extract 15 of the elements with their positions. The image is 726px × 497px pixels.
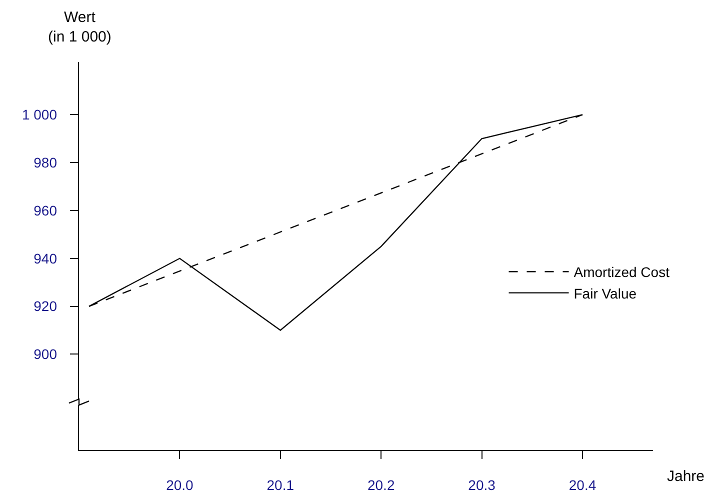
y-tick-label: 920 <box>34 298 58 314</box>
y-tick-label: 1 000 <box>22 106 58 123</box>
x-tick-label: 20.3 <box>468 477 496 493</box>
legend-label: Fair Value <box>574 285 637 302</box>
y-tick-label: 960 <box>34 202 58 218</box>
y-tick-label: 900 <box>34 346 58 362</box>
y-tick-label: 980 <box>34 154 58 170</box>
y-tick-label: 940 <box>34 250 58 266</box>
x-tick-label: 20.2 <box>367 477 395 493</box>
x-tick-label: 20.0 <box>166 477 194 493</box>
legend-label: Amortized Cost <box>574 264 670 280</box>
x-tick-label: 20.4 <box>568 477 596 493</box>
x-tick-label: 20.1 <box>266 477 294 493</box>
x-axis-title: Jahre <box>667 468 705 485</box>
y-axis-title: Wert (in 1 000) <box>48 9 112 46</box>
